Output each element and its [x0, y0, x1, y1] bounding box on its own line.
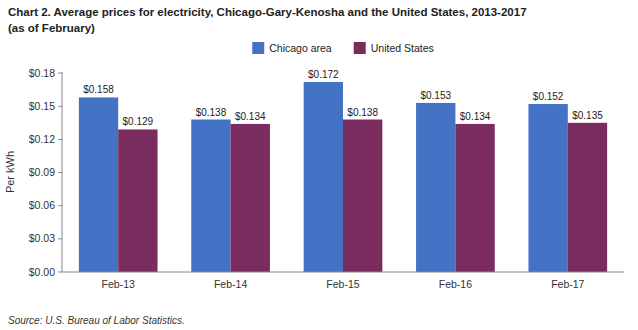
x-axis-line: [62, 272, 624, 273]
y-tick: [58, 73, 62, 74]
y-tick-label: $0.00: [29, 266, 55, 278]
x-tick-label: Feb-16: [439, 278, 472, 290]
x-tick-label: Feb-13: [102, 278, 135, 290]
y-tick-label: $0.03: [29, 232, 55, 244]
y-tick: [58, 205, 62, 206]
y-tick-label: $0.18: [29, 67, 55, 79]
data-labels: $0.158 $0.138 $0.172 $0.153 $0.152 $0.129 $0.1…: [83, 69, 603, 128]
x-tick-label: Feb-15: [326, 278, 359, 290]
data-label: $0.134: [235, 111, 266, 122]
data-label: $0.138: [347, 107, 378, 118]
legend-swatch: [354, 42, 366, 54]
data-label: $0.158: [83, 84, 114, 95]
data-label: $0.135: [572, 110, 603, 121]
x-tick-label: Feb-17: [551, 278, 584, 290]
source-note: Source: U.S. Bureau of Labor Statistics.: [8, 315, 185, 326]
data-label: $0.172: [308, 69, 339, 80]
y-tick: [58, 238, 62, 239]
y-axis-line: [62, 72, 63, 272]
bars: [79, 82, 607, 272]
data-label: $0.134: [460, 111, 491, 122]
bar: [416, 103, 455, 272]
x-tick-label: Feb-14: [214, 278, 247, 290]
bar: [231, 124, 270, 272]
y-tick: [58, 172, 62, 173]
y-tick: [58, 272, 62, 273]
bar: [191, 120, 230, 272]
subtitle: (as of February): [8, 22, 95, 34]
legend-label: Chicago area: [269, 42, 332, 54]
legend-label: United States: [371, 42, 434, 54]
data-label: $0.153: [420, 90, 451, 101]
data-label: $0.138: [196, 107, 227, 118]
data-label: $0.129: [123, 116, 154, 127]
bar: [343, 120, 382, 272]
y-tick: [58, 139, 62, 140]
title: Chart 2. Average prices for electricity,…: [8, 6, 527, 18]
y-tick-label: $0.06: [29, 199, 55, 211]
bar: [528, 104, 567, 272]
y-tick-label: $0.15: [29, 100, 55, 112]
y-tick-label: $0.12: [29, 133, 55, 145]
chart: Chart 2. Average prices for electricity,…: [0, 0, 638, 330]
x-axis: Feb-13 Feb-14 Feb-15 Feb-16 Feb-17: [62, 272, 624, 290]
bar: [455, 124, 494, 272]
legend: Chicago area United States: [252, 42, 434, 54]
bar: [304, 82, 343, 272]
y-axis: $0.00 $0.03 $0.06 $0.09 $0.12 $0.15 $0.18: [29, 67, 62, 278]
y-tick: [58, 106, 62, 107]
data-label: $0.152: [533, 91, 564, 102]
bar: [118, 129, 157, 272]
y-axis-label: Per kWh: [4, 151, 16, 193]
legend-swatch: [252, 42, 264, 54]
y-tick-label: $0.09: [29, 166, 55, 178]
bar: [568, 123, 607, 272]
bar: [79, 97, 118, 272]
